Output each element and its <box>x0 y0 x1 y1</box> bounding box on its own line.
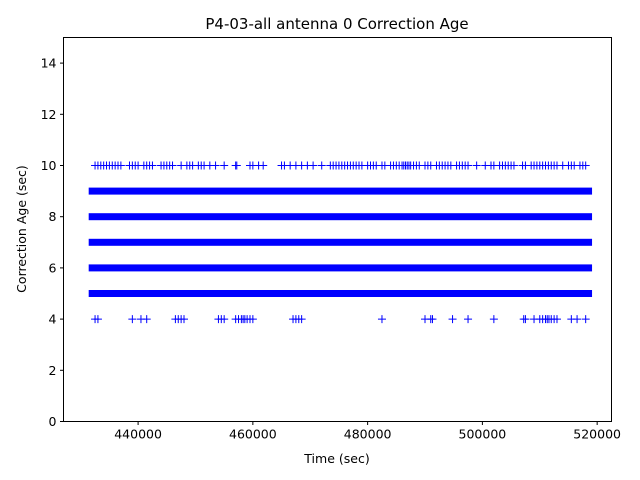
y-tick-label: 14 <box>41 56 57 71</box>
band-y5 <box>88 290 593 297</box>
y-tick-label: 4 <box>49 312 57 327</box>
data-point <box>377 315 386 324</box>
band-bar <box>88 290 593 297</box>
data-point <box>581 161 590 170</box>
y-axis: 0 2 4 6 8 10 12 14 <box>41 56 64 429</box>
data-point <box>211 161 220 170</box>
y-tick-label: 6 <box>49 260 57 275</box>
data-point <box>116 161 125 170</box>
data-point <box>489 315 498 324</box>
data-point <box>128 315 137 324</box>
x-tick-label: 440000 <box>114 427 162 442</box>
band-bar <box>88 187 593 195</box>
data-point <box>297 315 306 324</box>
data-point <box>93 315 102 324</box>
y-axis-label: Correction Age (sec) <box>14 165 29 293</box>
plot-marks <box>88 161 593 324</box>
band-y8 <box>88 213 593 221</box>
points-y10 <box>91 161 590 170</box>
data-point <box>448 315 457 324</box>
data-point <box>573 315 582 324</box>
chart-title: P4-03-all antenna 0 Correction Age <box>205 15 468 33</box>
x-tick-label: 520000 <box>573 427 621 442</box>
data-point <box>232 161 241 170</box>
data-point <box>317 161 326 170</box>
data-point <box>552 315 561 324</box>
band-bar <box>88 264 593 272</box>
data-point <box>509 161 518 170</box>
x-axis-label: Time (sec) <box>303 451 369 466</box>
data-point <box>142 315 151 324</box>
data-point <box>428 315 437 324</box>
data-point <box>220 315 229 324</box>
data-point <box>521 315 530 324</box>
y-tick-label: 12 <box>41 107 57 122</box>
data-point <box>581 315 590 324</box>
data-point <box>259 161 268 170</box>
y-tick-label: 0 <box>49 414 57 429</box>
data-point <box>309 161 318 170</box>
data-point <box>180 315 189 324</box>
data-point <box>464 315 473 324</box>
x-tick-label: 500000 <box>459 427 507 442</box>
plot-frame <box>63 37 612 422</box>
band-bar <box>88 213 593 221</box>
band-y6 <box>88 264 593 272</box>
points-y4 <box>91 315 590 324</box>
y-tick-label: 2 <box>49 363 57 378</box>
data-point <box>248 315 257 324</box>
band-y9 <box>88 187 593 195</box>
data-point <box>464 161 473 170</box>
x-tick-label: 480000 <box>344 427 392 442</box>
data-point <box>168 161 177 170</box>
data-point <box>148 161 157 170</box>
data-point <box>472 161 481 170</box>
band-y7 <box>88 238 593 246</box>
band-bar <box>88 238 593 246</box>
data-point <box>220 161 229 170</box>
x-axis: 440000 460000 480000 500000 520000 <box>114 421 621 442</box>
y-tick-label: 8 <box>49 209 57 224</box>
x-tick-label: 460000 <box>229 427 277 442</box>
y-tick-label: 10 <box>41 158 57 173</box>
